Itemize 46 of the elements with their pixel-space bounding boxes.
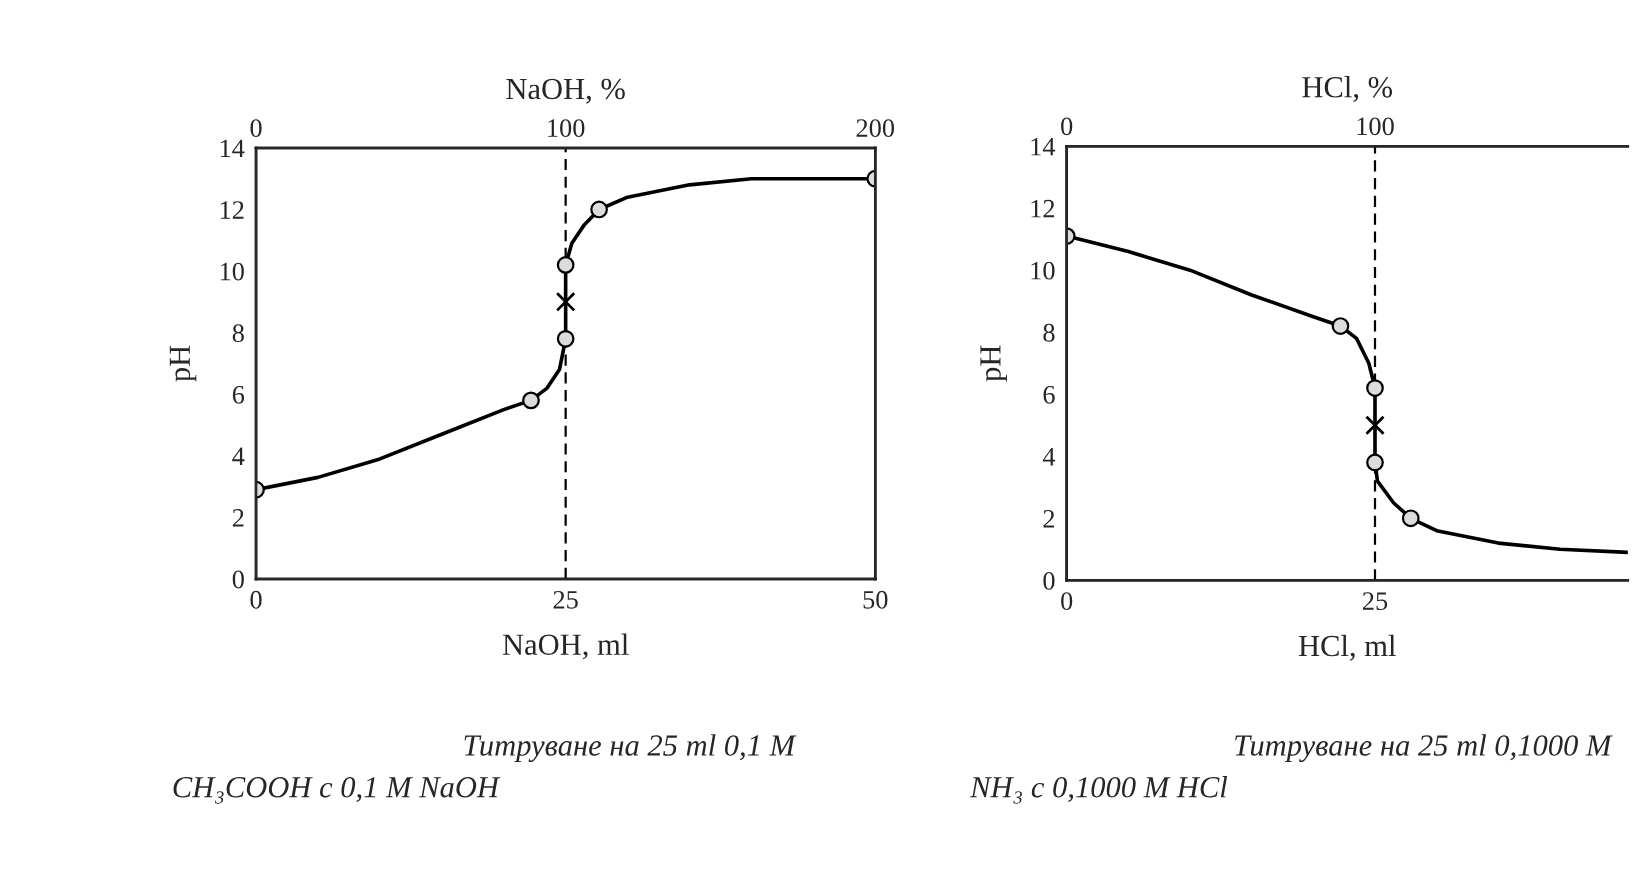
y-tick-label: 4: [232, 447, 245, 465]
x-tick-label: 25: [553, 590, 578, 609]
y-tick-label: 6: [1043, 385, 1055, 404]
text: NH₃ с 0,1000 M HCl: [969, 776, 1228, 804]
text: Титруване на 25 ml 0,1 M: [464, 734, 797, 763]
x2-tick-label: 100: [548, 119, 585, 137]
y-tick-label: 6: [232, 385, 245, 404]
x2-tick-label: 200: [856, 119, 895, 137]
y-tick-label: 2: [232, 509, 244, 527]
point: [522, 391, 540, 410]
y-tick-label: 10: [1031, 261, 1055, 280]
x2-tick-label: 100: [1357, 117, 1394, 136]
y-tick-label: 12: [220, 201, 244, 219]
point: [555, 291, 576, 312]
x-axis-title: HCl, ml: [1298, 634, 1396, 661]
point: [1366, 453, 1384, 472]
y-tick-label: 8: [1043, 323, 1055, 342]
x2-axis-title: HCl, %: [1302, 76, 1393, 102]
y-tick-label: 10: [220, 262, 244, 281]
point: [1366, 379, 1384, 397]
y-tick-label: 14: [220, 139, 245, 158]
text: CH₃COOH с 0,1 M NaOH: [173, 776, 501, 804]
point: [1401, 509, 1420, 528]
y-tick-label: 0: [232, 570, 244, 589]
y-tick-label: 4: [1042, 448, 1056, 466]
x-tick-label: 0: [250, 590, 262, 609]
x2-tick-label: 0: [250, 119, 262, 137]
y-tick-label: 12: [1031, 199, 1055, 218]
x-tick-label: 50: [863, 590, 888, 609]
x-tick-label: 0: [1061, 592, 1073, 610]
x-tick-label: 25: [1362, 592, 1388, 610]
x2-axis-title: NaOH, %: [506, 78, 625, 104]
x-axis-title: NaOH, ml: [502, 633, 629, 660]
x2-tick-label: 0: [1061, 117, 1073, 136]
y-tick-label: 8: [232, 324, 244, 343]
point: [1331, 317, 1350, 335]
point: [556, 256, 575, 274]
y-tick-label: 0: [1043, 571, 1055, 590]
y-tick-label: 2: [1043, 509, 1055, 528]
y-axis-title: pH: [980, 345, 1007, 382]
y-tick-label: 14: [1031, 137, 1056, 156]
point: [590, 200, 608, 219]
text: Титруване на 25 ml 0,1000 M: [1235, 734, 1613, 763]
point: [556, 329, 575, 348]
y-axis-title: pH: [169, 345, 197, 382]
point: [1365, 415, 1385, 436]
